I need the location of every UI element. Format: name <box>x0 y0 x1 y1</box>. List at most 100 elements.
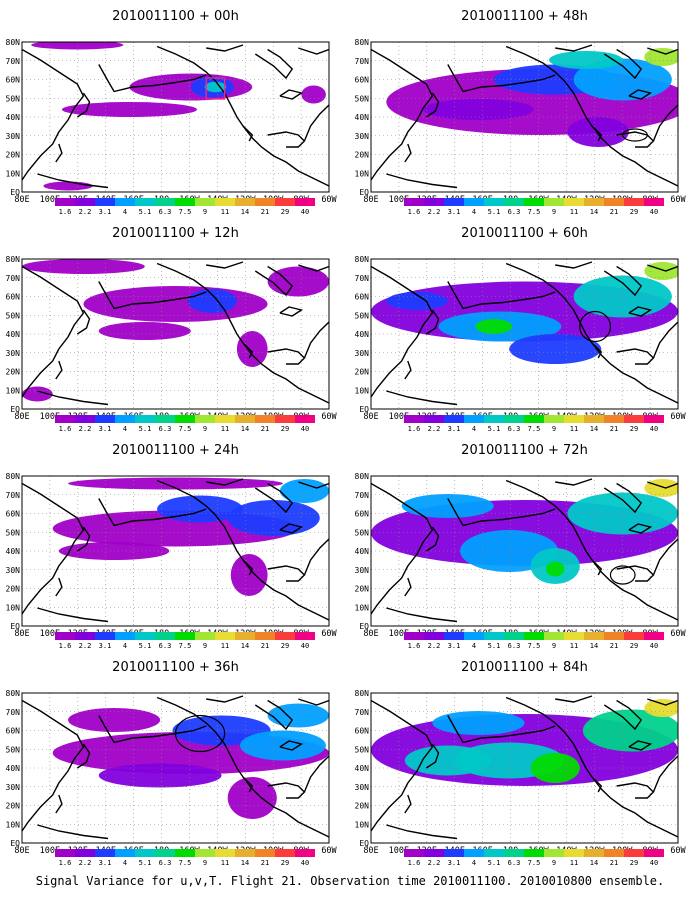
colorbar-label: 21 <box>261 859 269 867</box>
colorbar-swatch <box>55 198 75 206</box>
coastline <box>98 498 207 527</box>
lat-tick-label: 40N <box>6 330 21 339</box>
coastline <box>425 526 440 552</box>
coastline <box>555 695 593 703</box>
map-frame <box>21 41 330 193</box>
lat-tick-label: 50N <box>6 528 21 537</box>
lat-tick-label: 10N <box>355 169 370 178</box>
colorbar-swatch <box>135 198 155 206</box>
map-panel-36h: 2010011100 + 36h80E100E120E140E160E18016… <box>6 660 338 867</box>
variance-region <box>573 275 672 318</box>
lat-tick-label: EQ <box>359 839 369 848</box>
variance-region <box>230 554 268 596</box>
coastline <box>279 523 304 534</box>
map-area <box>22 259 329 409</box>
colorbar-label: 5.1 <box>488 425 501 433</box>
colorbar-label: 21 <box>610 642 618 650</box>
lat-tick-label: 80N <box>6 689 21 698</box>
observation-circle <box>622 128 648 142</box>
coastline <box>298 698 329 706</box>
map-area <box>371 259 678 409</box>
map-frame <box>21 692 330 844</box>
colorbar-swatch <box>524 632 544 640</box>
coastline <box>298 47 329 55</box>
variance-region <box>432 711 525 735</box>
lon-tick-label: 100E <box>40 629 60 639</box>
coastline <box>652 321 678 359</box>
coastline <box>628 523 653 534</box>
colorbar-label: 11 <box>221 208 229 216</box>
colorbar-label: 7.5 <box>179 425 192 433</box>
colorbar-swatch <box>295 849 315 857</box>
variance-region <box>98 763 222 788</box>
colorbar-swatch <box>215 415 235 423</box>
lat-tick-label: 40N <box>6 547 21 556</box>
colorbar-swatch <box>564 415 584 423</box>
colorbar-label: 40 <box>650 859 658 867</box>
lat-tick-label: 30N <box>355 132 370 141</box>
colorbar-label: 11 <box>570 208 578 216</box>
lon-tick-label: 60W <box>321 412 337 422</box>
colorbar-swatch <box>544 632 564 640</box>
panel-title: 2010011100 + 36h <box>112 660 239 675</box>
coastline <box>603 482 643 514</box>
variance-region <box>509 334 602 364</box>
coastline <box>371 48 434 181</box>
coastline <box>386 607 458 623</box>
colorbar-swatch <box>155 632 175 640</box>
lat-tick-label: 60N <box>6 293 21 302</box>
map-panel-0h: 2010011100 + 00h80E100E120E140E160E18016… <box>6 9 338 216</box>
lat-tick-label: 10N <box>6 386 21 395</box>
colorbar-swatch <box>75 198 95 206</box>
colorbar-swatch <box>564 849 584 857</box>
coastline <box>254 482 294 514</box>
lat-tick-label: EQ <box>10 188 20 197</box>
coastline <box>55 143 63 163</box>
colorbar-swatch <box>584 198 604 206</box>
colorbar-swatch <box>564 632 584 640</box>
colorbar-swatch <box>504 198 524 206</box>
colorbar-swatch <box>235 632 255 640</box>
lat-tick-label: 10N <box>355 386 370 395</box>
lon-tick-label: 60W <box>321 629 337 639</box>
observation-circle <box>174 714 226 753</box>
colorbar-label: 11 <box>221 425 229 433</box>
colorbar-swatch <box>424 849 444 857</box>
variance-region <box>386 292 448 310</box>
colorbar-swatch <box>175 415 195 423</box>
colorbar-swatch <box>55 632 75 640</box>
colorbar-label: 4 <box>472 859 476 867</box>
coastline <box>242 125 254 142</box>
coastline <box>37 607 109 623</box>
colorbar-swatch <box>484 849 504 857</box>
colorbar-swatch <box>135 632 155 640</box>
lat-tick-label: 20N <box>6 151 21 160</box>
variance-region <box>301 85 326 104</box>
lat-tick-label: 40N <box>355 330 370 339</box>
lat-tick-label: 50N <box>6 311 21 320</box>
colorbar-label: 6.3 <box>159 208 172 216</box>
colorbar-swatch <box>155 849 175 857</box>
lat-tick-label: 30N <box>6 349 21 358</box>
variance-region <box>279 479 329 503</box>
panel-title: 2010011100 + 84h <box>461 660 588 675</box>
colorbar-label: 6.3 <box>508 425 521 433</box>
colorbar-label: 2.2 <box>428 859 441 867</box>
colorbar-swatch <box>295 415 315 423</box>
coastline <box>404 360 412 380</box>
colorbar-swatch <box>295 198 315 206</box>
coastline <box>603 699 643 731</box>
coastline <box>647 698 678 706</box>
colorbar-swatch <box>195 632 215 640</box>
map-area <box>22 476 329 626</box>
lat-tick-label: EQ <box>10 405 20 414</box>
lat-tick-label: 70N <box>6 57 21 66</box>
colorbar-label: 9 <box>203 859 207 867</box>
coastline <box>298 481 329 489</box>
coastline <box>76 92 91 118</box>
colorbar-label: 2.2 <box>79 859 92 867</box>
colorbar-label: 4 <box>123 859 127 867</box>
lat-tick-label: 10N <box>6 169 21 178</box>
colorbar-swatch <box>255 198 275 206</box>
colorbar-label: 1.6 <box>59 208 72 216</box>
